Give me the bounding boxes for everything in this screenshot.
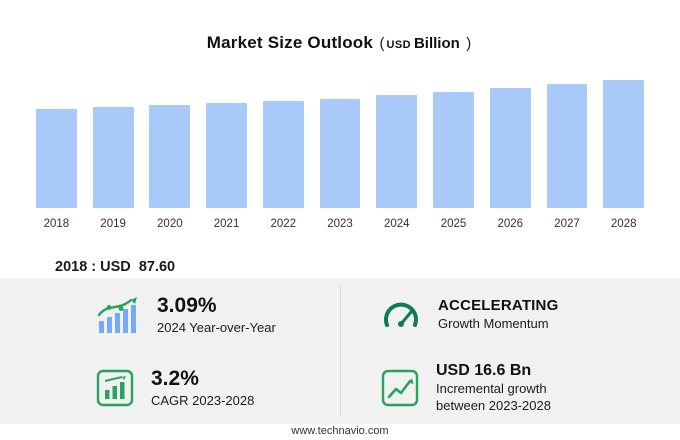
bar	[262, 101, 304, 208]
bar-chart: 2018 2019 2020 2021 2022 2023 2024 2025 2026 2027…	[28, 78, 652, 232]
bar-year-label: 2022	[270, 218, 297, 230]
chart-title: Market Size Outlook (USD Billion )	[0, 33, 680, 53]
bar-column: 2021	[198, 78, 255, 232]
stat-incremental: USD 16.6 Bn Incremental growth between 2…	[340, 351, 680, 424]
bar-column: 2020	[141, 78, 198, 232]
stat-incremental-value: USD 16.6 Bn	[436, 362, 532, 380]
bar-year-label: 2020	[157, 218, 183, 230]
bar-year-label: 2025	[440, 218, 467, 230]
bar-column: 2024	[368, 78, 425, 232]
bar-column: 2023	[312, 78, 369, 232]
bar	[546, 84, 588, 208]
speedometer-icon	[380, 296, 422, 334]
stat-yoy: 3.09% 2024 Year-over-Year	[0, 278, 340, 351]
bar-year-label: 2026	[497, 218, 524, 230]
bar-year-label: 2027	[554, 218, 580, 230]
bar	[603, 80, 645, 208]
stat-momentum-value: ACCELERATING	[438, 297, 559, 314]
bar-year-label: 2024	[383, 218, 410, 230]
bar-column: 2022	[255, 78, 312, 232]
growth-bars-icon	[95, 368, 135, 408]
bar-year-label: 2023	[327, 218, 353, 230]
stat-yoy-label: 2024 Year-over-Year	[157, 319, 276, 335]
stat-incremental-label-line2: between 2023-2028	[436, 397, 551, 413]
bar-column: 2025	[425, 78, 482, 232]
stat-cagr-value: 3.2%	[151, 367, 199, 391]
bar-column: 2026	[482, 78, 539, 232]
stat-cagr-text: 3.2% CAGR 2023-2028	[151, 366, 254, 409]
bar	[92, 107, 134, 208]
stat-yoy-text: 3.09% 2024 Year-over-Year	[157, 293, 276, 336]
stat-yoy-value: 3.09%	[157, 294, 217, 318]
chart-title-paren-open: (	[379, 35, 385, 52]
bar	[35, 109, 77, 208]
base-year-annotation: 2018 : USD 87.60	[55, 259, 176, 275]
stat-incremental-text: USD 16.6 Bn Incremental growth between 2…	[436, 361, 551, 414]
chart-title-main: Market Size Outlook	[206, 33, 374, 52]
bar	[319, 99, 361, 208]
stat-momentum-text: ACCELERATING Growth Momentum	[438, 297, 558, 332]
footer-url: www.technavio.com	[291, 425, 389, 437]
bar	[489, 88, 531, 208]
stat-momentum-label: Growth Momentum	[438, 315, 549, 331]
bar	[376, 95, 418, 208]
bar	[149, 105, 191, 208]
bar-column: 2027	[539, 78, 596, 232]
bar	[206, 103, 247, 208]
bar-year-label: 2028	[610, 218, 637, 230]
vertical-divider	[340, 285, 341, 417]
bar-column: 2028	[595, 78, 652, 232]
bar-chart-growth-icon	[95, 295, 141, 335]
stats-panel: 3.09% 2024 Year-over-Year ACCELERATING G…	[0, 278, 680, 424]
bar-year-label: 2018	[43, 218, 70, 230]
bar-year-label: 2021	[213, 218, 240, 230]
chart-title-currency: USD	[386, 39, 411, 51]
stat-cagr: 3.2% CAGR 2023-2028	[0, 351, 340, 424]
bar-chart-bars: 2018 2019 2020 2021 2022 2023 2024 2025 2026 2027…	[28, 78, 652, 232]
chart-title-unit: Billion	[413, 35, 460, 52]
line-chart-up-icon	[380, 368, 420, 408]
chart-title-paren-close: )	[466, 35, 472, 52]
stat-momentum: ACCELERATING Growth Momentum	[340, 278, 680, 351]
bar-column: 2018	[28, 78, 85, 232]
bar-year-label: 2019	[100, 218, 126, 230]
bar-column: 2019	[85, 78, 142, 232]
stat-incremental-label-line1: Incremental growth	[436, 381, 547, 397]
bar	[433, 92, 474, 208]
stat-cagr-label: CAGR 2023-2028	[151, 392, 255, 408]
